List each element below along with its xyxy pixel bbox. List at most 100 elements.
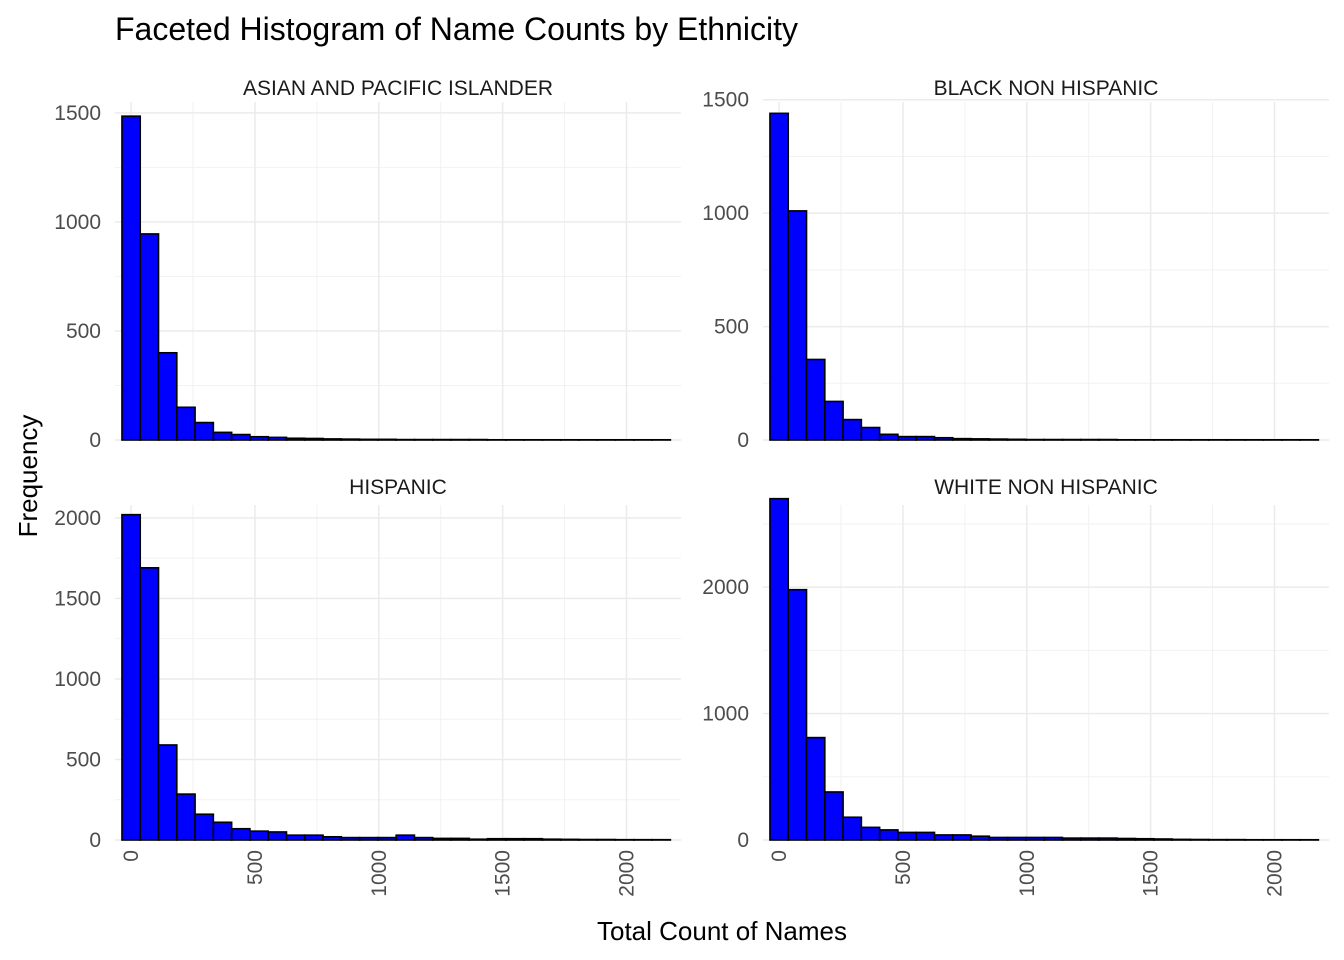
y-tick-label: 1500: [702, 89, 749, 112]
histogram-bar: [523, 837, 544, 841]
histogram-bar: [121, 115, 142, 441]
histogram-bar: [970, 835, 991, 841]
histogram-bar: [285, 834, 306, 841]
histogram-bars: [121, 513, 672, 841]
histogram-bar: [1134, 837, 1155, 841]
x-tick-labels: 0 500 1000 1500 2000: [768, 850, 1286, 897]
histogram-bar: [970, 438, 991, 441]
grid-lines: [763, 505, 1329, 841]
histogram-bar: [1189, 838, 1210, 841]
y-tick-label: 0: [89, 429, 101, 452]
y-axis-title: Frequency: [13, 415, 43, 538]
y-tick-label: 500: [714, 316, 749, 339]
histogram-bar: [176, 793, 196, 841]
y-tick-label: 500: [66, 320, 101, 343]
histogram-bar: [322, 835, 343, 841]
grid-lines: [115, 102, 681, 441]
histogram-bar: [303, 834, 324, 841]
histogram-bar: [933, 834, 954, 841]
histogram-bar: [486, 837, 507, 841]
y-tick-label: 0: [89, 829, 101, 852]
histogram-bar: [541, 838, 562, 841]
histogram-bar: [230, 827, 251, 841]
histogram-bar: [951, 437, 972, 441]
histogram-bar: [139, 233, 160, 441]
histogram-bar: [395, 834, 416, 841]
histogram-bar: [824, 400, 844, 441]
histogram-bar: [842, 418, 863, 441]
facet-panel: HISPANIC 0 500 1000 1500 2000: [54, 476, 681, 852]
histogram-bar: [878, 433, 899, 441]
histogram-bars: [769, 497, 1320, 841]
histogram-bar: [139, 567, 160, 841]
x-tick-labels: 0 500 1000 1500 2000: [120, 850, 638, 897]
histogram-bar: [157, 744, 178, 841]
histogram-bar: [340, 836, 361, 841]
histogram-bar: [176, 406, 196, 441]
histogram-bar: [988, 836, 1009, 841]
histogram-bar: [915, 831, 936, 841]
y-tick-label: 0: [737, 829, 749, 852]
histogram-bar: [1006, 438, 1027, 441]
histogram-bar: [212, 431, 233, 441]
x-tick-label: 500: [244, 850, 267, 885]
x-tick-label: 2000: [616, 850, 639, 897]
histogram-bar: [1061, 837, 1082, 841]
y-tick-label: 2000: [54, 507, 101, 530]
y-tick-label: 500: [66, 748, 101, 771]
histogram-bars: [121, 115, 672, 441]
y-tick-label: 1000: [702, 202, 749, 225]
histogram-bar: [303, 437, 324, 441]
histogram-bar: [842, 816, 863, 841]
y-tick-label: 2000: [702, 576, 749, 599]
y-tick-label: 0: [737, 429, 749, 452]
histogram-bar: [878, 829, 899, 841]
histogram-bar: [212, 821, 233, 841]
facet-panel: ASIAN AND PACIFIC ISLANDER 0 500 1000 1500: [54, 77, 681, 452]
histogram-bar: [267, 436, 288, 441]
y-tick-label: 1500: [54, 102, 101, 125]
facet-panels: ASIAN AND PACIFIC ISLANDER050010001500BL…: [54, 77, 1329, 852]
histogram-bar: [1153, 838, 1173, 841]
histogram-bar: [194, 421, 215, 441]
histogram-bar: [805, 736, 826, 841]
y-tick-label: 1000: [54, 668, 101, 691]
x-tick-label: 1000: [1016, 850, 1039, 897]
x-axis-title: Total Count of Names: [597, 916, 847, 946]
x-axes: 0 500 1000 1500 2000 0 500 1000 1500 2000: [120, 850, 1286, 897]
histogram-bar: [194, 813, 215, 841]
histogram-bar: [450, 837, 471, 841]
histogram-bar: [769, 112, 790, 441]
chart-title: Faceted Histogram of Name Counts by Ethn…: [115, 11, 798, 47]
histogram-bar: [860, 826, 881, 841]
histogram-bar: [933, 436, 954, 441]
histogram-bar: [1043, 836, 1064, 841]
histogram-bar: [1079, 837, 1100, 841]
histogram-bar: [787, 210, 808, 441]
histogram-bar: [157, 351, 178, 441]
x-tick-label: 0: [120, 850, 143, 862]
histogram-bar: [951, 834, 972, 841]
histogram-bar: [1025, 836, 1045, 841]
histogram-bar: [267, 831, 288, 841]
histogram-bar: [915, 435, 936, 441]
histogram-bar: [559, 838, 580, 841]
histogram-bar: [121, 513, 142, 841]
histogram-bar: [413, 836, 434, 841]
x-tick-label: 1500: [1140, 850, 1163, 897]
facet-strip-label: ASIAN AND PACIFIC ISLANDER: [243, 77, 553, 100]
facet-strip-label: WHITE NON HISPANIC: [934, 476, 1158, 499]
histogram-bar: [468, 838, 489, 841]
grid-lines: [115, 505, 681, 841]
facet-strip-label: BLACK NON HISPANIC: [934, 77, 1159, 100]
histogram-bar: [805, 358, 826, 441]
histogram-bar: [1116, 837, 1137, 841]
facet-panel: WHITE NON HISPANIC 0 1000 2000: [702, 476, 1329, 852]
y-tick-label: 1500: [54, 587, 101, 610]
histogram-bars: [769, 112, 1320, 441]
facet-panel: BLACK NON HISPANIC 0 500 1000 1500: [702, 77, 1329, 452]
histogram-bar: [358, 438, 379, 441]
histogram-bar: [1098, 837, 1119, 841]
histogram-bar: [1006, 836, 1027, 841]
